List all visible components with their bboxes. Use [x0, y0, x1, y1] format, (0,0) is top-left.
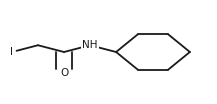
Text: O: O: [60, 68, 68, 78]
Text: NH: NH: [82, 40, 98, 50]
Text: I: I: [10, 47, 13, 57]
